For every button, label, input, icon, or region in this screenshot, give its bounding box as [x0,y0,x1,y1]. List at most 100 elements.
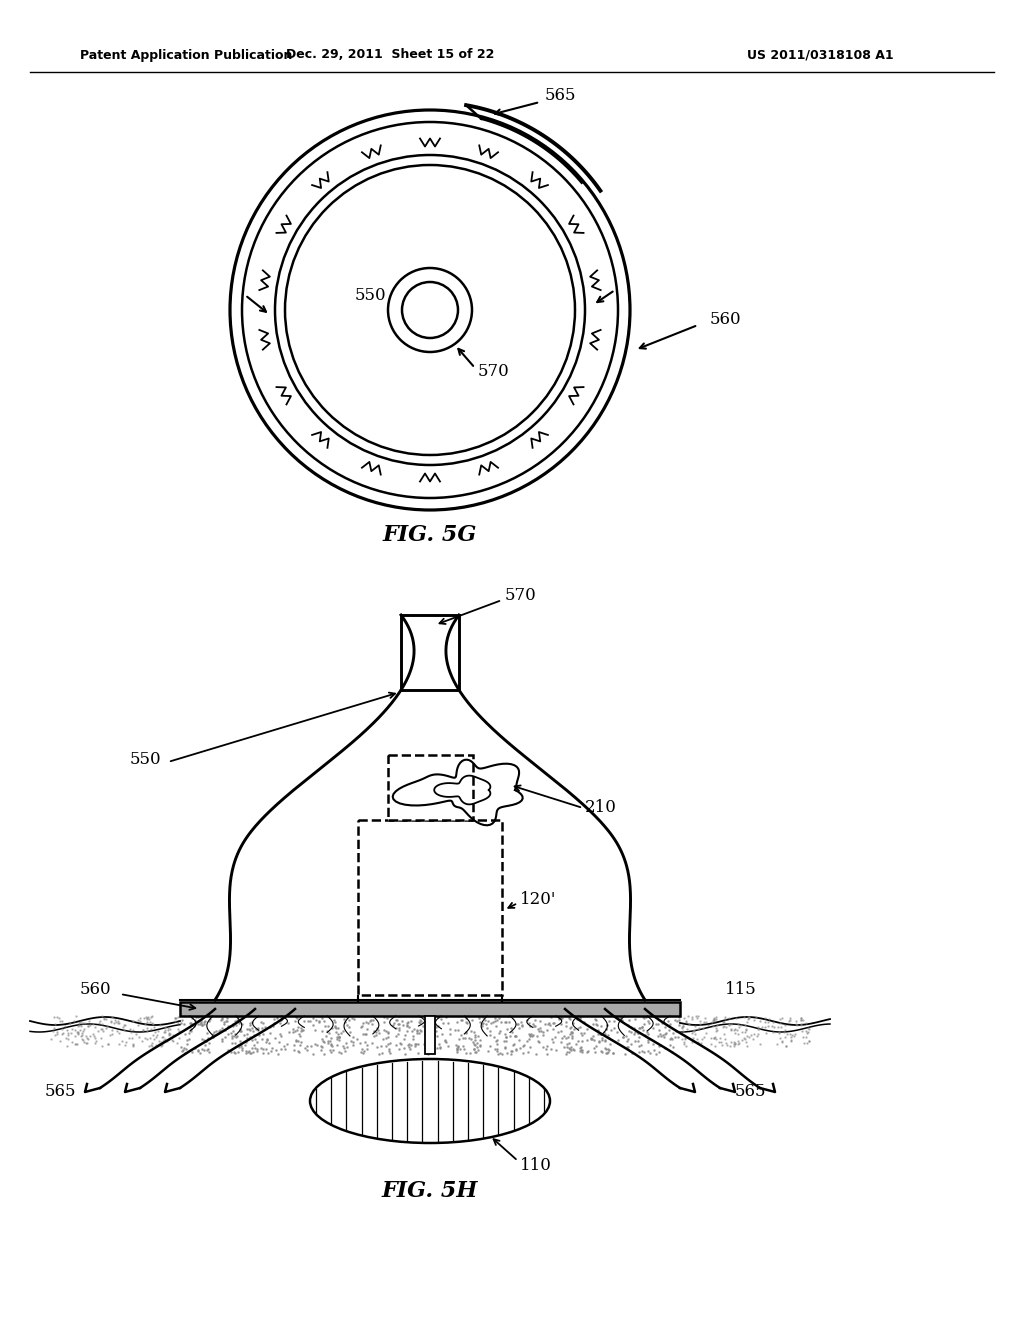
Point [357,1031,374,1052]
Point [159,1031,175,1052]
Point [471,1007,487,1028]
Point [781,1008,798,1030]
Point [287,1020,303,1041]
Point [788,1014,805,1035]
Point [221,1015,238,1036]
Point [373,1036,389,1057]
Point [689,1007,706,1028]
Point [343,1007,359,1028]
Point [624,1016,640,1038]
Point [723,1012,739,1034]
Point [646,1039,663,1060]
Point [585,1014,601,1035]
Point [458,1007,474,1028]
Point [200,1027,216,1048]
Point [311,1010,328,1031]
Point [358,1019,375,1040]
Point [354,1023,371,1044]
Point [409,1023,425,1044]
Point [173,1036,189,1057]
Point [466,1039,482,1060]
Point [801,1031,817,1052]
Point [594,1030,610,1051]
Point [788,1011,805,1032]
Point [657,1016,674,1038]
Point [293,1016,309,1038]
Point [496,1031,512,1052]
Point [630,1022,646,1043]
Point [142,1019,159,1040]
Point [777,1027,794,1048]
Point [482,1024,499,1045]
Point [66,1011,82,1032]
Point [497,1012,513,1034]
Point [161,1028,177,1049]
Point [71,1015,87,1036]
Point [196,1030,212,1051]
Point [597,1030,613,1051]
Point [667,1027,683,1048]
Point [322,1031,338,1052]
Point [553,1020,569,1041]
Point [76,1019,92,1040]
Point [466,1022,482,1043]
Point [211,1020,227,1041]
Point [179,1034,196,1055]
Point [270,1043,287,1064]
Point [323,1034,339,1055]
Point [757,1011,773,1032]
Point [115,1016,131,1038]
Point [355,1012,372,1034]
Point [375,1028,391,1049]
Point [376,1012,392,1034]
Point [428,1016,444,1038]
Point [438,1031,455,1052]
Point [85,1014,101,1035]
Point [677,1027,693,1048]
Point [404,1026,421,1047]
Point [68,1034,84,1055]
Point [553,1014,569,1035]
Point [295,1019,311,1040]
Point [164,1030,180,1051]
Point [81,1010,97,1031]
Point [391,1039,408,1060]
Point [139,1028,156,1049]
Point [530,1030,547,1051]
Point [292,1034,308,1055]
Point [788,1014,805,1035]
Point [631,1027,647,1048]
Point [98,1008,115,1030]
Point [754,1016,770,1038]
Point [227,1023,244,1044]
Point [125,1034,141,1055]
Point [74,1022,90,1043]
Point [554,1027,570,1048]
Point [157,1019,173,1040]
Point [194,1014,210,1035]
Point [523,1023,540,1044]
Point [95,1008,112,1030]
Point [796,1032,812,1053]
Point [487,1039,504,1060]
Point [154,1035,170,1056]
Point [308,1010,325,1031]
Point [214,1028,230,1049]
Point [508,1039,524,1060]
Point [230,1012,247,1034]
Point [485,1027,502,1048]
Point [376,1019,392,1040]
Point [141,1008,158,1030]
Point [677,1028,693,1049]
Point [63,1031,80,1052]
Point [596,1022,612,1043]
Point [690,1019,707,1040]
Point [752,1011,768,1032]
Point [593,1040,609,1061]
Point [528,1026,545,1047]
Point [171,1020,187,1041]
Point [250,1018,266,1039]
Point [449,1038,465,1059]
Point [564,1020,581,1041]
Point [764,1015,780,1036]
